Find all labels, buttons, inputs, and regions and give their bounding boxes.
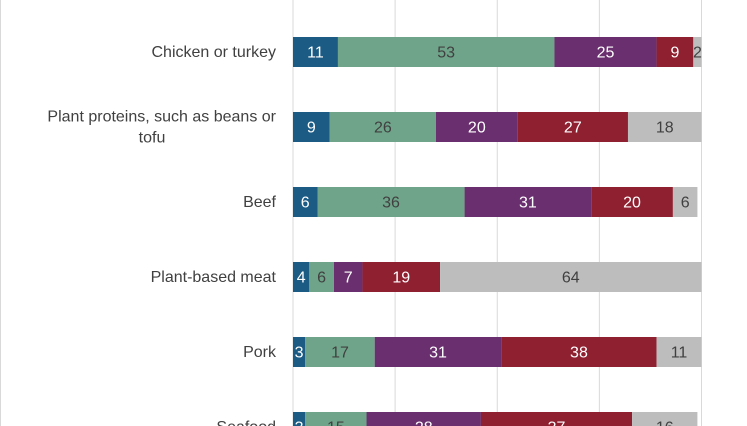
data-label: 4: [297, 270, 306, 287]
bar-segment: [627, 112, 702, 142]
bar-segment: [374, 337, 502, 367]
bar-segment: [337, 37, 555, 67]
bar-segment: [309, 262, 334, 292]
category-labels: Chicken or turkey Plant proteins, such as…: [47, 44, 277, 426]
data-label: 11: [307, 45, 324, 62]
bar-segment: [293, 262, 310, 292]
data-label: 64: [562, 270, 580, 287]
data-label: 3: [295, 420, 304, 426]
data-label: 20: [623, 195, 641, 212]
bar-segment: [656, 37, 694, 67]
bar-segment: [632, 412, 698, 426]
data-label: 6: [301, 195, 310, 212]
category-label: Seafood: [216, 419, 276, 426]
data-label: 6: [681, 195, 690, 212]
bar-segment: [464, 187, 592, 217]
data-label: 26: [374, 120, 392, 137]
data-label: 9: [307, 120, 316, 137]
bar-segment: [435, 112, 518, 142]
bar-segment: [480, 412, 633, 426]
data-label: 2: [693, 45, 702, 62]
bar-segment: [305, 337, 375, 367]
data-label: 38: [570, 345, 588, 362]
data-label: 18: [656, 120, 674, 137]
bar-segment: [293, 337, 306, 367]
bar-segment: [501, 337, 657, 367]
data-label: 37: [548, 420, 566, 426]
bar-segment: [591, 187, 673, 217]
data-label: 31: [519, 195, 537, 212]
data-label: 16: [656, 420, 674, 426]
data-label: 11: [671, 345, 688, 362]
data-label: 19: [392, 270, 410, 287]
data-label: 31: [429, 345, 447, 362]
data-label: 20: [468, 120, 486, 137]
data-label: 17: [331, 345, 349, 362]
bar-segment: [362, 262, 441, 292]
data-label: 27: [564, 120, 582, 137]
data-label: 3: [295, 345, 304, 362]
bar-segment: [554, 37, 657, 67]
data-label: 53: [437, 45, 455, 62]
bar-segment: [305, 412, 367, 426]
bar-segment: [656, 337, 702, 367]
category-label: Pork: [243, 344, 277, 361]
data-label: 9: [670, 45, 679, 62]
data-label: 7: [344, 270, 353, 287]
bar-segment: [517, 112, 628, 142]
data-label: 25: [597, 45, 615, 62]
bar-segment: [317, 187, 465, 217]
bar-segment: [333, 262, 363, 292]
category-label: Plant-based meat: [151, 269, 277, 286]
category-label: tofu: [139, 130, 166, 147]
bar-segment: [672, 187, 698, 217]
data-label: 28: [415, 420, 433, 426]
bar-segment: [293, 412, 306, 426]
bar-segment: [693, 37, 702, 67]
bar-segment: [293, 112, 330, 142]
bar-segment: [329, 112, 436, 142]
data-label: 36: [382, 195, 400, 212]
bar-segment: [366, 412, 481, 426]
category-label: Plant proteins, such as beans or: [47, 109, 276, 126]
bar-segment: [440, 262, 702, 292]
data-label: 15: [327, 420, 345, 426]
bar-segments: 11 53 25 9 29 26 20 27 186 36 31 20 64 6 7 19 643 17 31 38 1…: [293, 37, 702, 426]
category-label: Chicken or turkey: [152, 44, 277, 61]
data-label: 6: [317, 270, 326, 287]
bar-segment: [293, 187, 318, 217]
bar-segment: [293, 37, 338, 67]
category-label: Beef: [243, 194, 276, 211]
